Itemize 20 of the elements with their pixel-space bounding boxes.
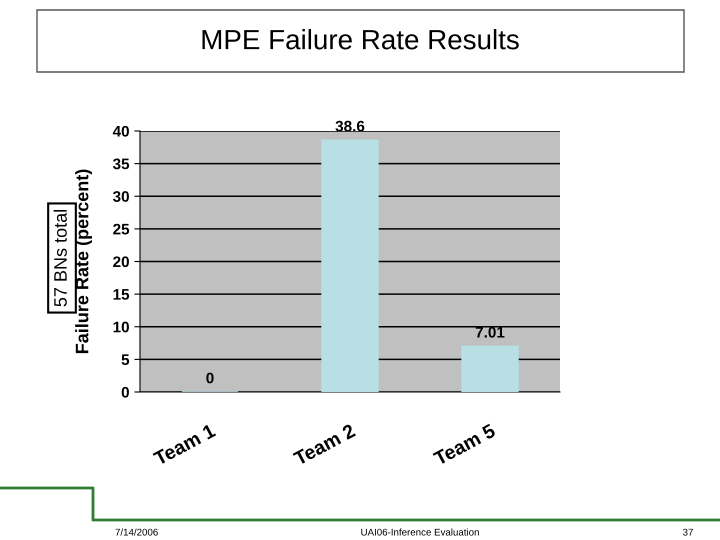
text: 57 BNs total [54,210,67,306]
y-tick-label: 15 [114,289,130,300]
y-tick-label: 10 [114,322,129,332]
text: UAI06-Inference Evaluation [361,528,479,536]
y-tick-label: 40 [112,126,129,137]
x-tick-label: Team 5 [432,423,496,466]
y-tick-label: 35 [112,158,130,170]
y-tick-label: 5 [122,354,130,366]
y-tick-label: 0 [122,386,129,398]
y-tick-label: 25 [113,224,130,235]
y-tick-label: 30 [112,191,129,202]
text: 37 [682,528,693,536]
x-tick-label: Team 1 [152,423,216,466]
y-axis-title: Failure Rate (percent) [75,170,92,354]
data-label: 0 [206,372,214,384]
y-tick-label: 20 [113,256,129,268]
x-tick-label: Team 2 [292,423,356,466]
text: 7/14/2006 [116,528,158,536]
data-label: 38.6 [335,120,364,132]
chart-title: MPE Failure Rate Results [202,29,519,50]
